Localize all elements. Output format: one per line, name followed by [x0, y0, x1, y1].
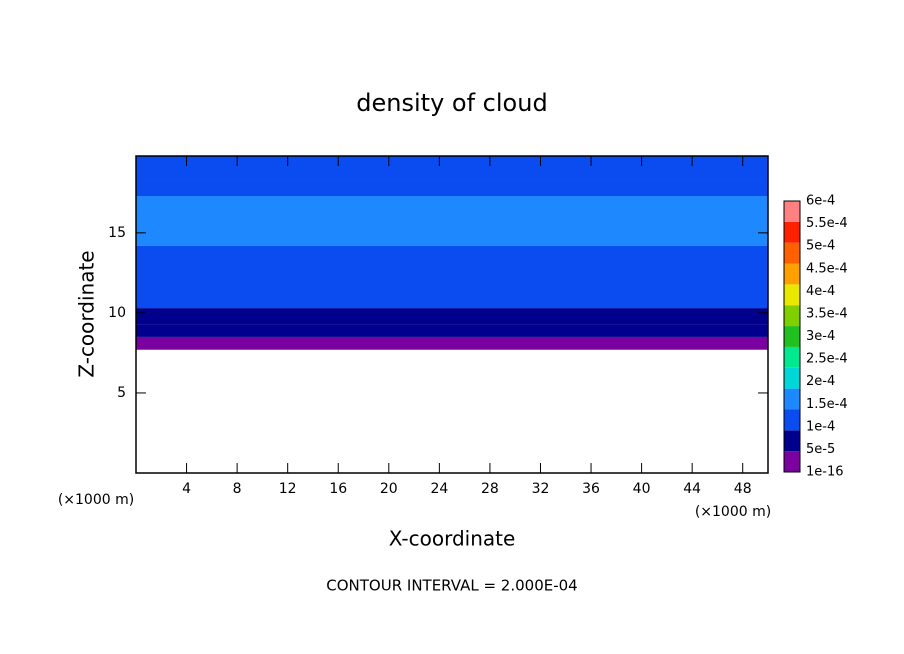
x-tick-label: 24 — [430, 481, 448, 497]
colorbar-frame — [783, 200, 801, 473]
y-axis-label: Z-coordinate — [75, 250, 99, 377]
y-unit-label: (×1000 m) — [58, 492, 134, 508]
colorbar-label: 3e-4 — [806, 329, 835, 344]
plot-frame — [135, 155, 769, 474]
colorbar-swatch — [784, 242, 800, 264]
colorbar-label: 1e-4 — [806, 419, 835, 434]
colorbar-label: 1.5e-4 — [806, 397, 848, 412]
y-tick-label: 10 — [108, 305, 126, 321]
x-tick-label: 4 — [182, 481, 191, 497]
x-tick-label: 12 — [279, 481, 297, 497]
x-tick-label: 16 — [329, 481, 347, 497]
colorbar-swatch — [784, 326, 800, 347]
x-tick-label: 32 — [532, 481, 550, 497]
x-tick-label: 48 — [734, 481, 752, 497]
colorbar-swatch — [784, 409, 800, 431]
contour-band — [136, 308, 768, 325]
colorbar-label: 6e-4 — [806, 194, 835, 209]
colorbar-swatch — [784, 284, 800, 306]
y-tick-label: 5 — [117, 385, 126, 401]
colorbar-swatch — [784, 263, 800, 285]
colorbar-swatch — [784, 201, 800, 222]
annotation: CONTOUR INTERVAL = 2.000E-04 — [326, 577, 577, 595]
colorbar-label: 5e-4 — [806, 239, 835, 254]
x-tick-label: 8 — [233, 481, 242, 497]
colorbar-label: 5.5e-4 — [806, 216, 848, 231]
colorbar-label: 4e-4 — [806, 284, 835, 299]
contour-band — [136, 156, 768, 181]
colorbar-label: 5e-5 — [806, 442, 835, 457]
x-tick-label: 20 — [380, 481, 398, 497]
x-axis-label: X-coordinate — [389, 527, 516, 551]
contour-band — [136, 180, 768, 197]
colorbar-swatch — [784, 430, 800, 452]
contour-band — [136, 324, 768, 337]
x-tick-label: 28 — [481, 481, 499, 497]
x-tick-label: 44 — [683, 481, 701, 497]
x-tick-label: 36 — [582, 481, 600, 497]
y-tick-label: 15 — [108, 225, 126, 241]
contour-band — [136, 336, 768, 350]
colorbar-label: 1e-16 — [806, 465, 844, 480]
colorbar-swatch — [784, 221, 800, 243]
chart-title: density of cloud — [356, 89, 547, 117]
contour-band — [136, 196, 768, 246]
colorbar-swatch — [784, 305, 800, 327]
colorbar-label: 3.5e-4 — [806, 306, 848, 321]
colorbar-label: 4.5e-4 — [806, 261, 848, 276]
colorbar-swatch — [784, 451, 800, 472]
contour-band — [136, 245, 768, 309]
x-unit-label: (×1000 m) — [695, 504, 771, 520]
colorbar-label: 2.5e-4 — [806, 352, 848, 367]
colorbar-swatch — [784, 367, 800, 389]
colorbar-swatch — [784, 346, 800, 368]
colorbar-swatch — [784, 388, 800, 410]
x-tick-label: 40 — [633, 481, 651, 497]
colorbar-label: 2e-4 — [806, 374, 835, 389]
